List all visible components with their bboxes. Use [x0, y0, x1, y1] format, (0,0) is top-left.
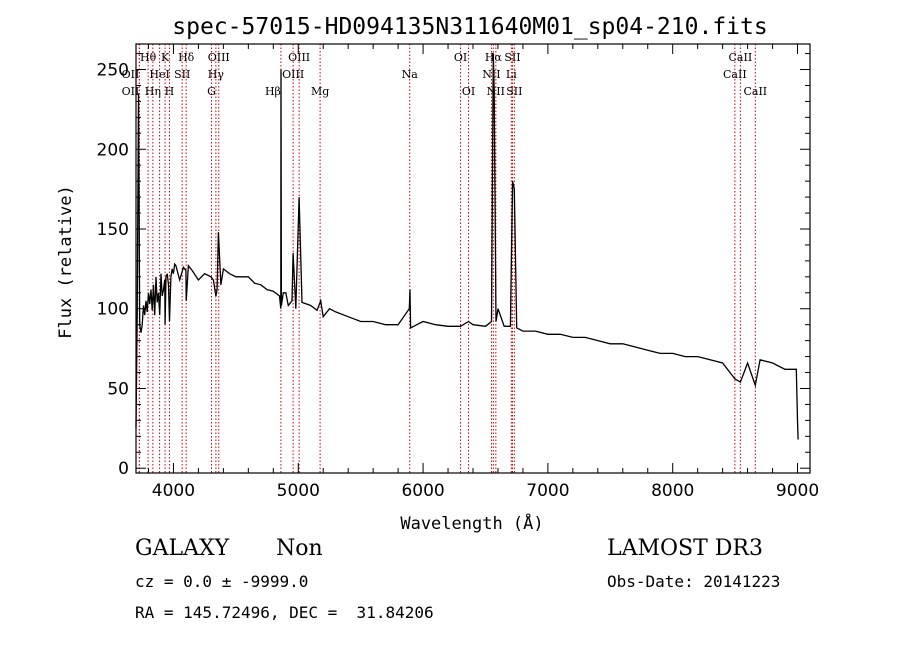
line-label: NII: [487, 85, 505, 98]
axis-ticks: 4000 5000 6000 7000 8000 9000 0 50 100 150 200 250: [97, 44, 819, 501]
line-marker-layer: [138, 44, 756, 473]
line-label: Li: [506, 68, 517, 81]
line-label: SII: [174, 68, 190, 81]
line-label: SII: [504, 51, 520, 64]
x-tick-label: 5000: [277, 481, 320, 501]
line-label: K: [161, 51, 170, 64]
coordinates: RA = 145.72496, DEC = 31.84206: [135, 603, 434, 622]
line-label: CaII: [743, 85, 767, 98]
line-label: Hη: [145, 85, 161, 98]
x-tick-label: 9000: [776, 481, 819, 501]
x-tick-label: 7000: [526, 481, 569, 501]
x-tick-label: 6000: [401, 481, 444, 501]
y-tick-label: 250: [97, 61, 129, 81]
y-tick-label: 0: [118, 459, 129, 479]
y-tick-label: 100: [97, 300, 129, 320]
line-label: Mg: [311, 85, 329, 98]
y-tick-label: 50: [107, 379, 129, 399]
line-label: Hθ: [140, 51, 157, 64]
line-label: OII: [122, 68, 140, 81]
line-label: NII: [482, 68, 500, 81]
y-tick-label: 200: [97, 140, 129, 160]
line-label: Hβ: [265, 85, 281, 98]
line-label-layer: OIIOIIHθHηHeIKHSIIHδGHγOIIIHβOIIIOIIIMgN…: [122, 51, 768, 98]
x-tick-label: 4000: [152, 481, 195, 501]
line-label: OII: [122, 85, 140, 98]
x-tick-label: 8000: [651, 481, 694, 501]
line-label: OI: [454, 51, 467, 64]
redshift-value: cz = 0.0 ± -9999.0: [135, 572, 309, 591]
object-subclass: Non: [276, 536, 323, 561]
line-label: OIII: [282, 68, 304, 81]
line-label: SII: [506, 85, 522, 98]
y-tick-label: 150: [97, 220, 129, 240]
line-label: CaII: [723, 68, 747, 81]
line-label: Hδ: [178, 51, 195, 64]
chart-title: spec-57015-HD094135N311640M01_sp04-210.f…: [172, 14, 767, 40]
line-label: OI: [462, 85, 475, 98]
y-axis-label: Flux (relative): [56, 185, 76, 339]
line-label: Hγ: [208, 68, 225, 81]
line-label: G: [207, 85, 216, 98]
line-label: H: [165, 85, 175, 98]
spectrum-line: [135, 53, 799, 440]
object-class: GALAXY: [135, 536, 230, 561]
line-label: HeI: [149, 68, 169, 81]
plot-frame: [135, 43, 811, 474]
line-label: CaII: [729, 51, 753, 64]
x-axis-label: Wavelength (Å): [400, 512, 543, 534]
line-label: OIII: [288, 51, 310, 64]
line-label: OIII: [208, 51, 230, 64]
line-label: Na: [402, 68, 419, 81]
survey-name: LAMOST DR3: [607, 536, 763, 561]
observation-date: Obs-Date: 20141223: [607, 572, 781, 591]
